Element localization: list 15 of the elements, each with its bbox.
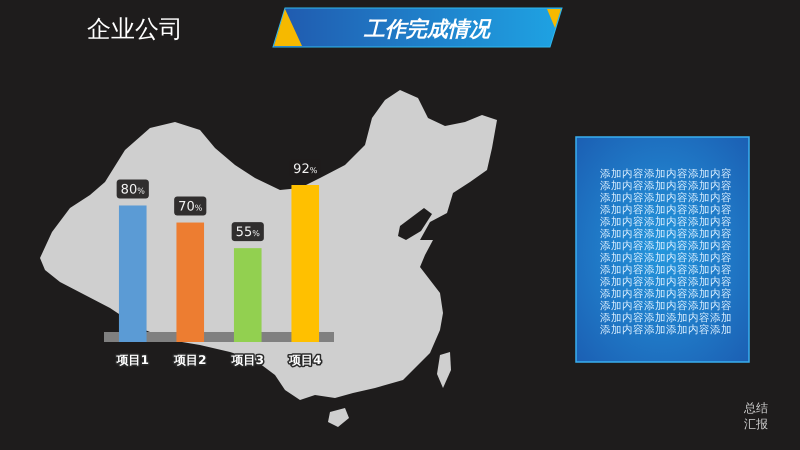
data-label: 55% (236, 225, 260, 240)
bar (291, 185, 320, 342)
data-label: 92% (293, 162, 318, 177)
data-label: 80% (120, 182, 146, 198)
x-tick-label: 项目4 (288, 353, 322, 367)
text: 工作完成情况 (363, 17, 492, 41)
bar (118, 205, 147, 342)
bar (234, 248, 262, 342)
text: 总结汇报 (743, 401, 768, 431)
text: 企业公司 (87, 17, 183, 43)
text: 添加内容添加内容添加内容添加内容添加内容添加内容添加内容添加内容添加内容添加内容添加内容添加内容添加内容添加内容添加内容添加内容添加内容添加内容添加内容添加内容添加内容添加内容添加内容添加内容添加内容添加内容添加内容添加内容添加内容添加内容添加内容添加内容添加内容添加内容添加内容添加内容添加内容添加添加内容添加添加内容添加添加内容添加 (600, 168, 732, 336)
x-tick-label: 项目2 (173, 353, 206, 367)
x-tick-label: 项目1 (116, 353, 149, 367)
bar (176, 222, 204, 342)
data-label: 70% (178, 200, 203, 215)
